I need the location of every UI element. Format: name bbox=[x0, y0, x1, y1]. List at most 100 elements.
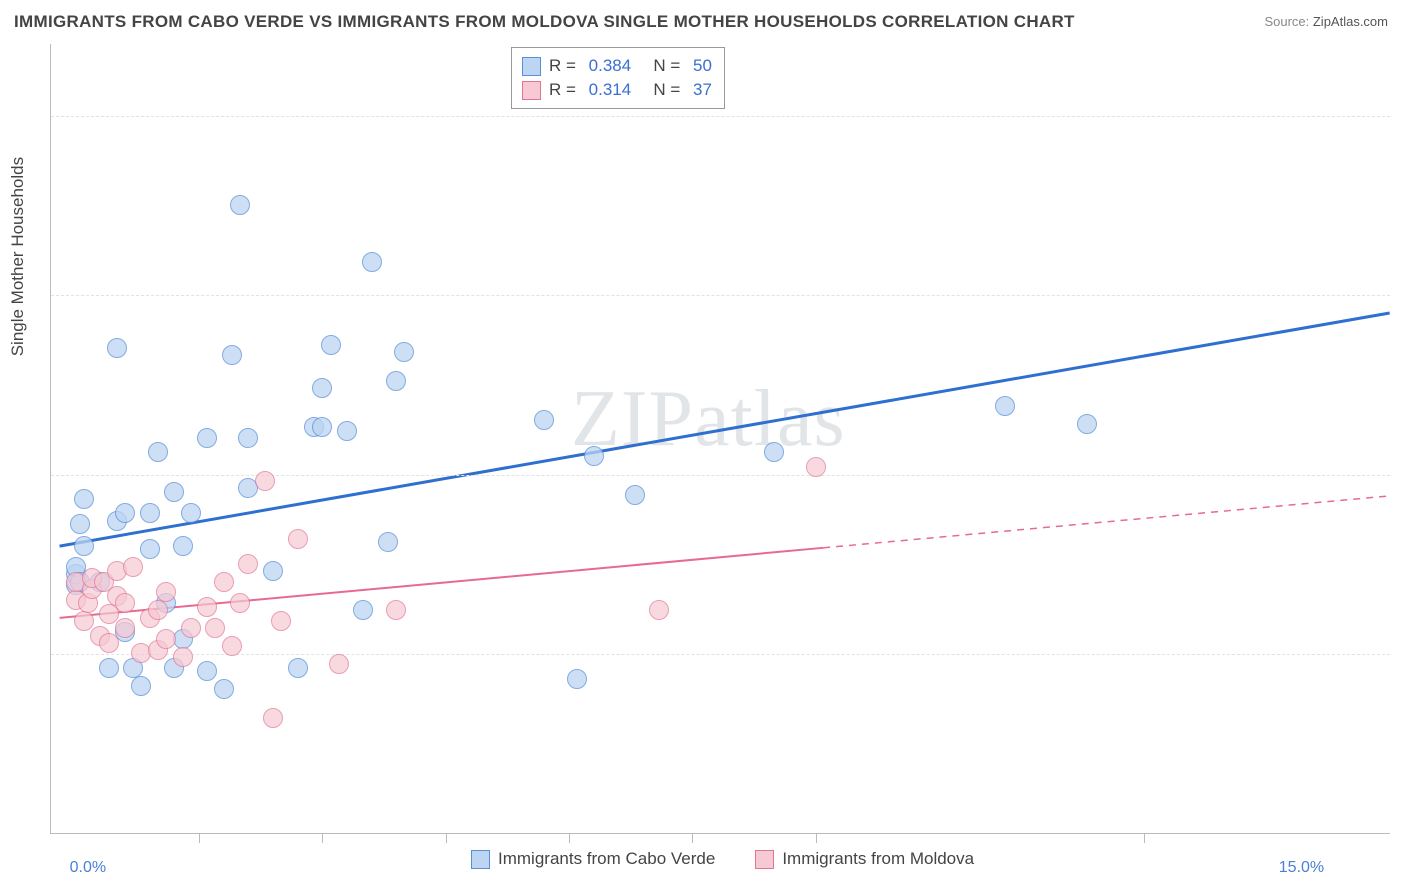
scatter-point bbox=[74, 536, 94, 556]
gridline bbox=[51, 654, 1390, 655]
n-label: N = bbox=[639, 78, 685, 102]
scatter-point bbox=[764, 442, 784, 462]
n-value: 50 bbox=[693, 54, 712, 78]
scatter-point bbox=[567, 669, 587, 689]
x-tick bbox=[446, 833, 447, 843]
y-axis-label: Single Mother Households bbox=[8, 157, 28, 356]
legend-swatch bbox=[522, 57, 541, 76]
stats-legend: R = 0.384 N = 50R = 0.314 N = 37 bbox=[511, 47, 725, 109]
x-tick bbox=[199, 833, 200, 843]
scatter-point bbox=[205, 618, 225, 638]
scatter-point bbox=[1077, 414, 1097, 434]
scatter-point bbox=[337, 421, 357, 441]
scatter-point bbox=[288, 529, 308, 549]
n-value: 37 bbox=[693, 78, 712, 102]
scatter-point bbox=[99, 658, 119, 678]
chart-title: IMMIGRANTS FROM CABO VERDE VS IMMIGRANTS… bbox=[14, 12, 1075, 32]
gridline bbox=[51, 475, 1390, 476]
legend-item: Immigrants from Moldova bbox=[755, 849, 974, 869]
x-tick bbox=[569, 833, 570, 843]
scatter-point bbox=[123, 557, 143, 577]
r-label: R = bbox=[549, 78, 581, 102]
scatter-point bbox=[230, 195, 250, 215]
trend-line bbox=[60, 313, 1390, 546]
scatter-point bbox=[197, 661, 217, 681]
scatter-point bbox=[329, 654, 349, 674]
scatter-point bbox=[806, 457, 826, 477]
trend-line-dashed bbox=[823, 496, 1390, 548]
scatter-point bbox=[181, 618, 201, 638]
series-legend: Immigrants from Cabo Verde Immigrants fro… bbox=[471, 849, 974, 869]
scatter-point bbox=[164, 482, 184, 502]
legend-swatch bbox=[471, 850, 490, 869]
scatter-point bbox=[353, 600, 373, 620]
watermark: ZIPatlas bbox=[571, 374, 846, 465]
scatter-point bbox=[263, 708, 283, 728]
scatter-point bbox=[625, 485, 645, 505]
scatter-point bbox=[255, 471, 275, 491]
scatter-point bbox=[995, 396, 1015, 416]
x-tick-label: 15.0% bbox=[1279, 859, 1324, 877]
scatter-point bbox=[321, 335, 341, 355]
scatter-point bbox=[214, 679, 234, 699]
scatter-point bbox=[173, 536, 193, 556]
scatter-point bbox=[238, 428, 258, 448]
scatter-point bbox=[394, 342, 414, 362]
stats-legend-row: R = 0.384 N = 50 bbox=[522, 54, 712, 78]
scatter-point bbox=[197, 597, 217, 617]
r-value: 0.314 bbox=[589, 78, 632, 102]
scatter-point bbox=[386, 371, 406, 391]
scatter-point bbox=[222, 345, 242, 365]
legend-swatch bbox=[755, 850, 774, 869]
scatter-point bbox=[312, 417, 332, 437]
scatter-point bbox=[197, 428, 217, 448]
scatter-point bbox=[107, 338, 127, 358]
scatter-point bbox=[288, 658, 308, 678]
scatter-point bbox=[99, 633, 119, 653]
scatter-point bbox=[148, 442, 168, 462]
source-label: Source: bbox=[1264, 14, 1312, 29]
scatter-point bbox=[173, 647, 193, 667]
scatter-point bbox=[238, 554, 258, 574]
scatter-point bbox=[378, 532, 398, 552]
scatter-point bbox=[263, 561, 283, 581]
source-credit: Source: ZipAtlas.com bbox=[1264, 14, 1388, 29]
plot-area: ZIPatlas 5.0%10.0%15.0%20.0%0.0%15.0%R =… bbox=[50, 44, 1390, 834]
scatter-point bbox=[214, 572, 234, 592]
legend-item: Immigrants from Cabo Verde bbox=[471, 849, 715, 869]
scatter-point bbox=[156, 582, 176, 602]
legend-label: Immigrants from Cabo Verde bbox=[498, 849, 715, 869]
n-label: N = bbox=[639, 54, 685, 78]
scatter-point bbox=[230, 593, 250, 613]
scatter-point bbox=[534, 410, 554, 430]
scatter-point bbox=[115, 503, 135, 523]
gridline bbox=[51, 295, 1390, 296]
scatter-point bbox=[140, 539, 160, 559]
x-tick bbox=[692, 833, 693, 843]
scatter-point bbox=[584, 446, 604, 466]
scatter-point bbox=[115, 618, 135, 638]
x-tick-label: 0.0% bbox=[70, 859, 106, 877]
scatter-point bbox=[312, 378, 332, 398]
scatter-point bbox=[148, 600, 168, 620]
scatter-point bbox=[649, 600, 669, 620]
source-value: ZipAtlas.com bbox=[1313, 14, 1388, 29]
scatter-point bbox=[386, 600, 406, 620]
legend-label: Immigrants from Moldova bbox=[782, 849, 974, 869]
stats-legend-row: R = 0.314 N = 37 bbox=[522, 78, 712, 102]
scatter-point bbox=[74, 611, 94, 631]
scatter-point bbox=[140, 503, 160, 523]
scatter-point bbox=[222, 636, 242, 656]
scatter-point bbox=[181, 503, 201, 523]
scatter-point bbox=[70, 514, 90, 534]
scatter-point bbox=[156, 629, 176, 649]
gridline bbox=[51, 116, 1390, 117]
scatter-point bbox=[131, 676, 151, 696]
r-label: R = bbox=[549, 54, 581, 78]
legend-swatch bbox=[522, 81, 541, 100]
r-value: 0.384 bbox=[589, 54, 632, 78]
scatter-point bbox=[271, 611, 291, 631]
x-tick bbox=[322, 833, 323, 843]
scatter-point bbox=[74, 489, 94, 509]
scatter-point bbox=[115, 593, 135, 613]
